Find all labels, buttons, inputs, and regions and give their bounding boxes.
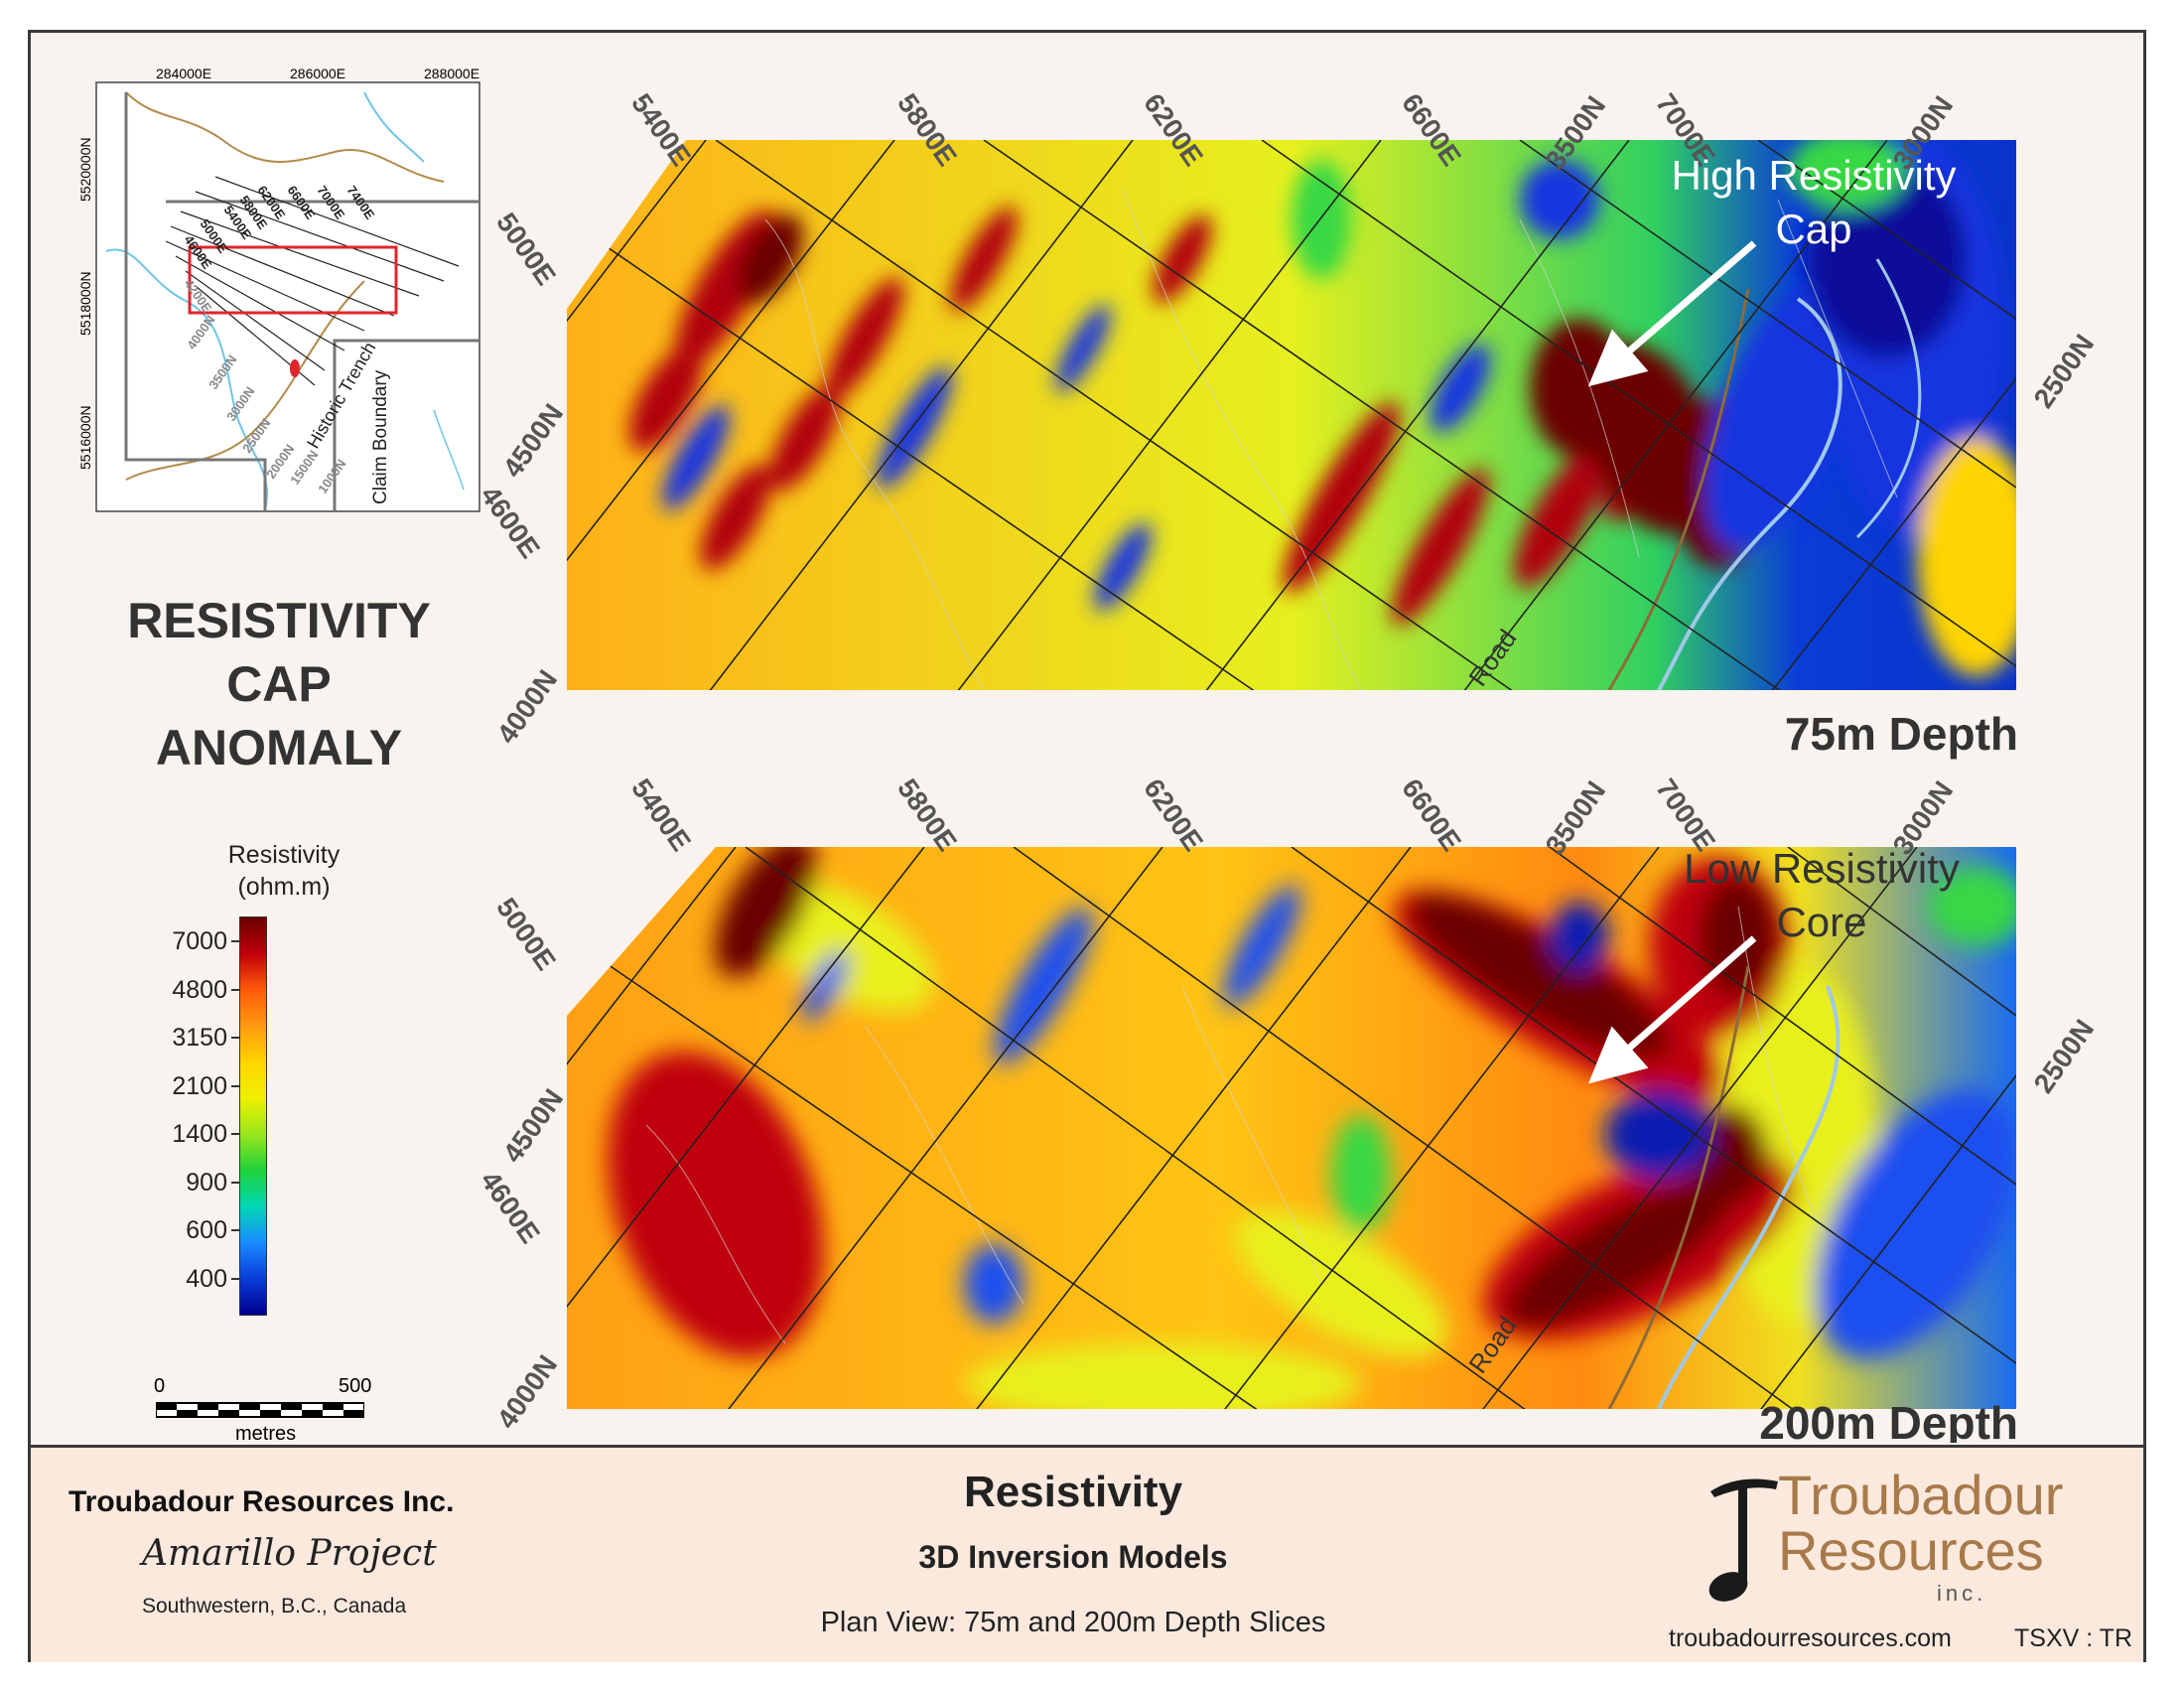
inset-study-area	[188, 245, 398, 315]
inset-northing-label: 5518000N	[77, 271, 93, 336]
legend-tick	[231, 1278, 239, 1280]
inset-easting-label: 286000E	[290, 66, 345, 81]
grid-label: 5000E	[490, 893, 562, 976]
legend-tick	[231, 1133, 239, 1136]
logo-icon	[1708, 1478, 1778, 1602]
legend-value: 400	[186, 1265, 227, 1293]
inset-easting-label: 288000E	[424, 66, 479, 81]
legend-tick	[231, 1181, 239, 1184]
survey-grid-lines	[567, 847, 2016, 1409]
legend-tick	[231, 1229, 239, 1232]
legend-tick	[231, 1037, 239, 1040]
grid-label: 4600E	[475, 1166, 546, 1249]
legend-labels: 7000 4800 3150 2100 1400 900 600 400	[140, 916, 239, 1314]
map-frame: 284000E 286000E 288000E 5520000N 5518000…	[28, 30, 2146, 1662]
resistivity-panel-200m	[567, 847, 2016, 1409]
grid-label: 5400E	[625, 88, 697, 172]
legend-title-text: Resistivity	[227, 841, 341, 869]
legend-value: 600	[186, 1216, 227, 1245]
anomaly-title-line: ANOMALY	[155, 720, 403, 775]
legend-value: 3150	[172, 1024, 227, 1053]
grid-label: 2500N	[2028, 1014, 2101, 1098]
callout-arrow	[1587, 935, 1757, 1084]
footer-description: Plan View: 75m and 200m Depth Slices	[820, 1607, 1326, 1638]
panel-annotations: 5400E 5800E 6200E 6600E 7000E 3500N 3000…	[475, 88, 2101, 1443]
grid-label: 5400E	[625, 774, 697, 857]
grid-label: 6200E	[1138, 774, 1209, 857]
callout-line: Low Resistivity	[1684, 845, 1960, 892]
grid-label: 4000N	[491, 1349, 564, 1434]
scale-bar-graphic	[156, 1402, 364, 1418]
depth-label: 75m Depth	[1785, 708, 2018, 760]
legend-units-text: (ohm.m)	[237, 873, 331, 901]
grid-label: 4600E	[475, 481, 546, 564]
legend-value: 1400	[172, 1120, 227, 1149]
legend-tick	[231, 988, 239, 991]
legend-value: 2100	[172, 1071, 227, 1100]
claim-boundary-label: Claim Boundary	[370, 369, 391, 504]
grid-label: 6600E	[1396, 88, 1467, 172]
ticker: TSXV : TR	[2014, 1624, 2133, 1652]
grid-label: 4500N	[497, 1083, 570, 1168]
project-name: Amarillo Project	[142, 1533, 437, 1574]
website[interactable]: troubadourresources.com	[1669, 1624, 1952, 1652]
footer: Troubadour Resources Inc. Amarillo Proje…	[31, 1445, 2143, 1662]
road-label: Road	[1462, 1311, 1522, 1378]
grid-label: 4000N	[491, 664, 564, 749]
resistivity-panel-75m	[567, 140, 2016, 690]
historic-trench-marker	[290, 359, 300, 377]
grid-label: 3500N	[1540, 90, 1612, 175]
logo-line3: inc.	[1937, 1581, 1987, 1606]
legend-tick	[231, 940, 239, 942]
grid-label: 5800E	[891, 88, 963, 172]
anomaly-title: RESISTIVITY CAP ANOMALY	[70, 589, 487, 779]
legend-value: 7000	[172, 927, 227, 955]
company-name: Troubadour Resources Inc.	[68, 1485, 455, 1518]
road-label: Road	[1462, 624, 1522, 691]
depth-label: 200m Depth	[1759, 1397, 2018, 1443]
grid-label: 6600E	[1396, 774, 1467, 857]
legend-color-bar	[239, 916, 267, 1316]
inset-location-map: 284000E 286000E 288000E 5520000N 5518000…	[77, 66, 480, 512]
survey-grid-lines	[567, 140, 2016, 690]
inset-northing-label: 5520000N	[77, 137, 93, 202]
scale-bar-min: 0	[154, 1375, 166, 1397]
legend-value: 4800	[172, 975, 227, 1004]
anomaly-title-line: RESISTIVITY	[127, 593, 431, 648]
grid-label: 5800E	[891, 774, 963, 857]
legend-title: Resistivity (ohm.m)	[170, 839, 398, 903]
inset-northing-label: 5516000N	[77, 405, 93, 470]
logo-line1: Troubadour	[1778, 1464, 2064, 1526]
grid-label: 5000E	[490, 208, 562, 291]
callout-line: High Resistivity	[1671, 152, 1956, 199]
grid-label: 2500N	[2028, 329, 2101, 413]
legend-value: 900	[186, 1168, 227, 1196]
grid-label: 6200E	[1138, 88, 1209, 172]
scale-bar-max: 500	[339, 1375, 372, 1397]
grid-label: 4500N	[497, 398, 570, 483]
scale-bar-unit: metres	[235, 1423, 297, 1445]
inset-easting-label: 284000E	[156, 66, 211, 81]
callout-line: Cap	[1775, 206, 1851, 252]
anomaly-title-line: CAP	[226, 656, 332, 712]
logo-line2: Resources	[1778, 1519, 2044, 1582]
legend-tick	[231, 1084, 239, 1087]
callout-arrow	[1587, 240, 1757, 387]
footer-title: Resistivity	[963, 1468, 1183, 1516]
callout-line: Core	[1776, 899, 1866, 945]
project-location: Southwestern, B.C., Canada	[142, 1595, 407, 1618]
grid-label: 3500N	[1540, 775, 1612, 860]
footer-subtitle: 3D Inversion Models	[918, 1539, 1228, 1575]
